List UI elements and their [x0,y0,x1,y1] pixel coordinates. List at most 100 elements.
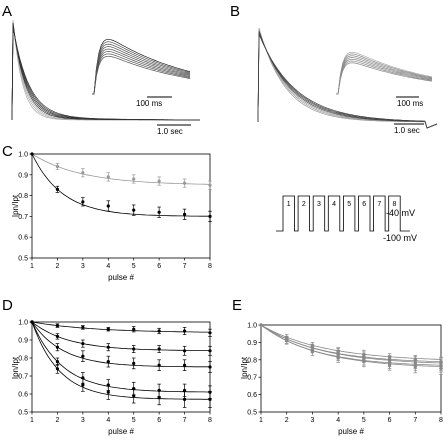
inset-trace [336,53,433,95]
data-point [81,342,85,346]
x-tick-label: 7 [183,417,187,424]
data-point [285,339,289,343]
data-point [182,212,187,216]
series-5 [259,323,443,375]
inset-trace [336,62,433,95]
protocol-pulses: 1 2 3 4 5 6 7 8 [276,195,410,232]
panel-d-label: D [2,297,13,314]
protocol-pulse-label: 6 [362,201,366,208]
inset-trace [336,55,433,95]
series-2 [30,320,212,356]
x-tick-label: 3 [81,263,85,270]
x-tick-label: 6 [388,417,392,424]
data-point [132,327,136,331]
x-tick-label: 5 [132,263,136,270]
current-trace [11,26,200,121]
x-tick-label: 8 [439,417,443,424]
data-point [132,208,136,212]
panel-c: C 1 2 3 4 5 6 7 8 0.5 0.6 0.7 0.8 0.9 1.0 pulse # Ipn/I… [2,143,212,282]
data-point [81,171,85,175]
data-point [310,349,315,353]
panel-b-inset-traces [336,51,433,95]
panel-a-main-scale-label: 1.0 sec [157,127,183,136]
data-point [106,360,110,364]
plot-frame [31,153,211,259]
panel-d: D 1 2 3 4 5 6 7 8 0.5 0.6 0.7 0.8 0.9 1.0 pulse # Ipn/I… [2,297,212,436]
x-axis-label: pulse # [338,427,364,436]
inset-trace [336,57,433,95]
inset-trace [92,55,191,95]
data-point [106,327,110,331]
series-fit-curve [31,321,210,351]
panel-c-label: C [2,143,13,160]
series-2 [30,152,212,222]
y-tick-label: 0.8 [18,356,28,363]
protocol-bottom-level-label: -100 mV [383,233,417,243]
y-tick-label: 0.9 [247,340,257,347]
data-point [362,359,366,364]
x-tick-label: 2 [55,417,59,424]
data-point [182,397,187,401]
data-point [208,183,212,187]
data-point [387,363,392,367]
series-1 [30,152,212,190]
data-point [132,347,136,351]
data-point [208,365,212,369]
series-fit-curve [31,321,211,333]
series-fit-curve [260,324,442,367]
x-tick-label: 5 [132,417,136,424]
panel-e: E 1 2 3 4 5 6 7 8 0.5 0.6 0.7 0.8 0.9 1.0 pulse # Ipn/I… [232,297,443,436]
data-point [157,179,161,183]
x-tick-label: 1 [259,417,263,424]
panel-e-plot: 1 2 3 4 5 6 7 8 0.5 0.6 0.7 0.8 0.9 1.0 pulse # Ipn/Ipt [240,323,443,437]
x-tick-label: 2 [285,417,289,424]
panel-a-traces [11,19,200,121]
panel-b-main-scale-label: 1.0 sec [394,126,420,135]
y-tick-label: 1.0 [247,323,257,330]
y-tick-label: 1.0 [18,152,28,159]
y-tick-label: 0.8 [18,193,28,200]
x-axis-label: pulse # [108,427,134,436]
data-point [55,367,60,371]
protocol-top-level-label: -40 mV [386,208,415,218]
panel-d-plot: 1 2 3 4 5 6 7 8 0.5 0.6 0.7 0.8 0.9 1.0 pulse # Ipn/Ipt [11,320,212,437]
data-point [55,324,60,328]
x-tick-label: 7 [183,263,187,270]
y-tick-label: 0.5 [18,256,28,263]
y-tick-label: 0.6 [18,235,28,242]
panel-a: A 100 ms 1.0 sec [2,3,200,136]
y-axis-label: Ipn/Ipt [11,194,20,217]
series-fit-curve [31,153,210,185]
data-point [157,347,161,351]
data-point [30,152,34,156]
data-point [106,204,110,208]
inset-trace [92,53,191,95]
y-tick-label: 0.9 [18,338,28,345]
data-point [81,325,85,329]
data-point [106,390,110,394]
data-point [106,175,110,179]
inset-trace [336,51,433,95]
data-point [259,323,263,327]
data-point [208,331,212,335]
y-tick-label: 0.7 [18,374,28,381]
y-tick-label: 0.6 [18,392,28,399]
inset-trace [336,58,433,95]
x-tick-label: 3 [310,417,314,424]
data-point [55,164,60,169]
x-tick-label: 2 [55,263,59,270]
protocol-pulse-label: 5 [347,201,351,208]
x-tick-label: 1 [30,263,34,270]
panel-a-inset-scale-label: 100 ms [136,99,162,108]
data-point [182,349,187,353]
current-trace [257,33,438,129]
data-point [182,181,187,185]
data-point [182,329,187,333]
inset-trace [336,60,433,95]
y-axis-label: Ipn/Ipt [11,356,20,379]
protocol-pulse-label: 7 [377,201,381,208]
voltage-protocol: 1 2 3 4 5 6 7 8 -40 mV -100 mV [276,195,417,243]
data-point [81,200,85,204]
data-point [132,177,136,181]
